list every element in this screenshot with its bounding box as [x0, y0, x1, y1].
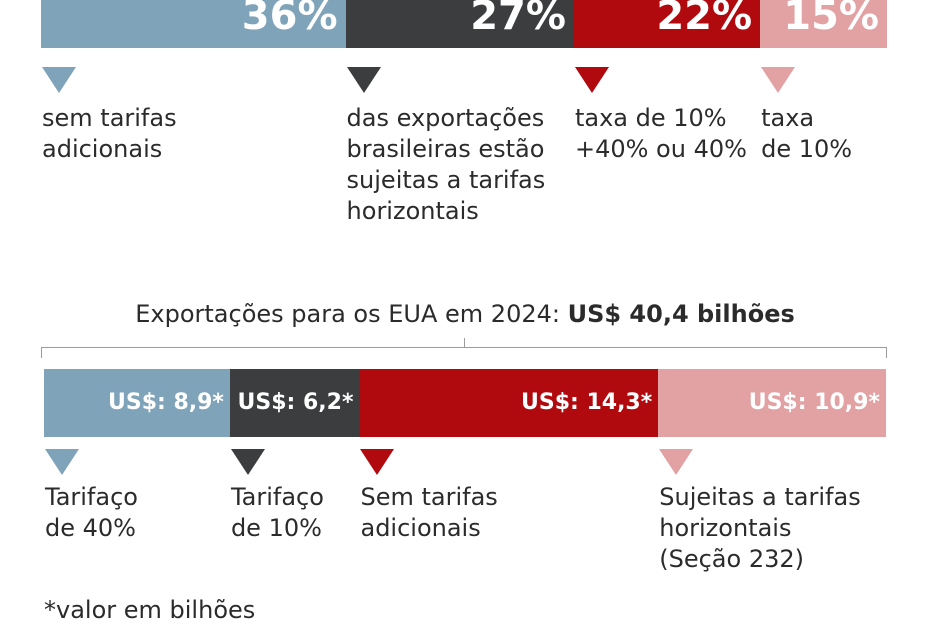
value-bar-segment: US$: 6,2*	[229, 369, 360, 437]
down-triangle-icon	[761, 67, 796, 93]
share-bar-value-label: 36%	[241, 0, 338, 39]
down-triangle-icon	[574, 67, 609, 93]
value-bar-category-label: Tarifaço de 40%	[45, 483, 138, 542]
exports-title: Exportações para os EUA em 2024: US$ 40,…	[0, 300, 930, 328]
value-bar-value-label: US$: 10,9*	[748, 390, 880, 415]
value-bar-category-label: Sem tarifas adicionais	[360, 483, 498, 542]
share-bar-category-label: sem tarifas adicionais	[42, 104, 177, 163]
down-triangle-icon	[230, 449, 265, 475]
share-bar-segment: 22%	[573, 0, 761, 48]
value-bar-value-label: US$: 14,3*	[520, 390, 653, 415]
share-bar-category-label: taxa de 10%	[761, 104, 853, 163]
share-bar-category-label: taxa de 10% +40% ou 40%	[574, 104, 747, 163]
share-bar-segment: 36%	[41, 0, 346, 48]
share-bar-segment: 27%	[345, 0, 574, 48]
share-bar-value-label: 22%	[656, 0, 753, 39]
share-bar-value-label: 27%	[470, 0, 566, 39]
share-bar-segment: 15%	[760, 0, 887, 48]
value-bar-category-label: Tarifaço de 10%	[230, 483, 324, 542]
value-bar-segment: US$: 8,9*	[44, 369, 230, 437]
footnote: *valor em bilhões	[44, 596, 256, 624]
down-triangle-icon	[45, 449, 79, 475]
value-bar-segment: US$: 14,3*	[359, 369, 659, 437]
value-bar-value-label: US$: 6,2*	[237, 390, 354, 415]
down-triangle-icon	[346, 67, 381, 93]
exports-title-total: US$ 40,4 bilhões	[567, 300, 795, 328]
share-bar-value-label: 15%	[783, 0, 879, 39]
total-bracket	[41, 336, 887, 358]
exports-title-prefix: Exportações para os EUA em 2024:	[135, 300, 568, 328]
down-triangle-icon	[360, 449, 395, 475]
down-triangle-icon	[659, 449, 694, 475]
value-bar-segment: US$: 10,9*	[658, 369, 886, 437]
down-triangle-icon	[42, 67, 76, 93]
share-bar-category-label: das exportações brasileiras estão sujeit…	[346, 104, 546, 225]
value-bar-category-label: Sujeitas a tarifas horizontais (Seção 23…	[659, 483, 861, 573]
value-bar-value-label: US$: 8,9*	[107, 390, 224, 415]
